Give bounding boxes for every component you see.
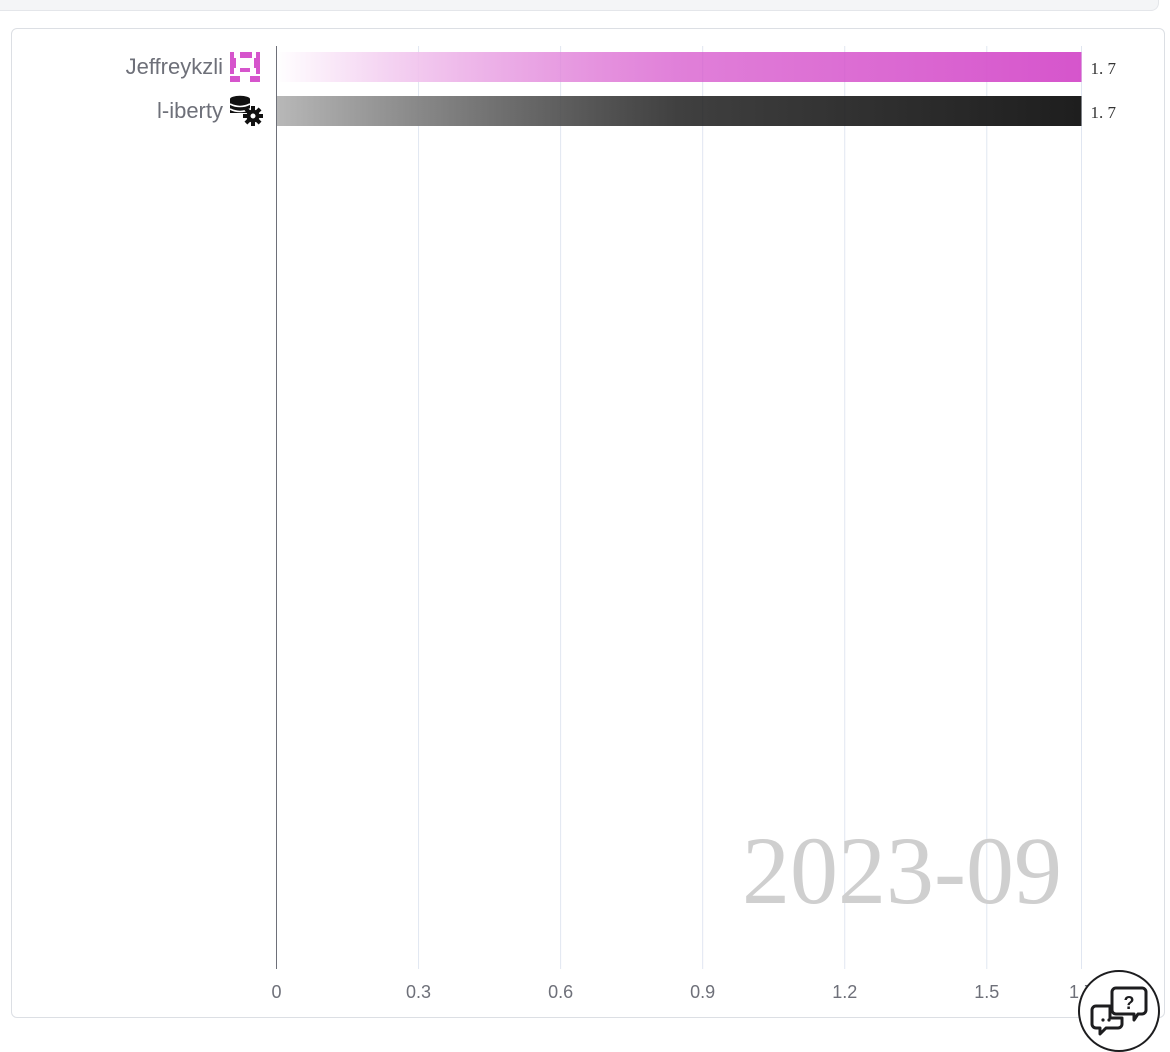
svg-text:?: ? bbox=[1124, 993, 1135, 1013]
bars: 1. 7 1. 7 bbox=[276, 52, 1117, 126]
chart-card bbox=[11, 28, 1165, 1018]
bar-value-label: 1. 7 bbox=[1091, 59, 1117, 78]
x-tick-label: 1.2 bbox=[832, 982, 857, 1002]
grid-lines bbox=[418, 46, 1082, 969]
top-panel-edge bbox=[0, 0, 1159, 11]
x-tick-label: 0.3 bbox=[406, 982, 431, 1002]
category-label: Jeffreykzli bbox=[126, 54, 223, 79]
database-gear-icon bbox=[229, 95, 263, 126]
category-labels: Jeffreykzli l-iberty bbox=[126, 52, 263, 126]
help-chat-icon: ? bbox=[1090, 986, 1148, 1036]
x-axis-ticks: 00.30.60.91.21.51.7 bbox=[271, 982, 1094, 1002]
bar-value-label: 1. 7 bbox=[1091, 103, 1117, 122]
category-label: l-iberty bbox=[157, 98, 223, 123]
bar-Jeffreykzli bbox=[276, 52, 1082, 82]
x-tick-label: 0.6 bbox=[548, 982, 573, 1002]
bar-l-iberty bbox=[276, 96, 1082, 126]
x-tick-label: 0.9 bbox=[690, 982, 715, 1002]
period-watermark: 2023-09 bbox=[742, 817, 1062, 924]
pixel-avatar-icon bbox=[230, 52, 260, 82]
x-tick-label: 0 bbox=[271, 982, 281, 1002]
help-chat-button[interactable]: ? bbox=[1078, 970, 1160, 1052]
x-tick-label: 1.5 bbox=[974, 982, 999, 1002]
